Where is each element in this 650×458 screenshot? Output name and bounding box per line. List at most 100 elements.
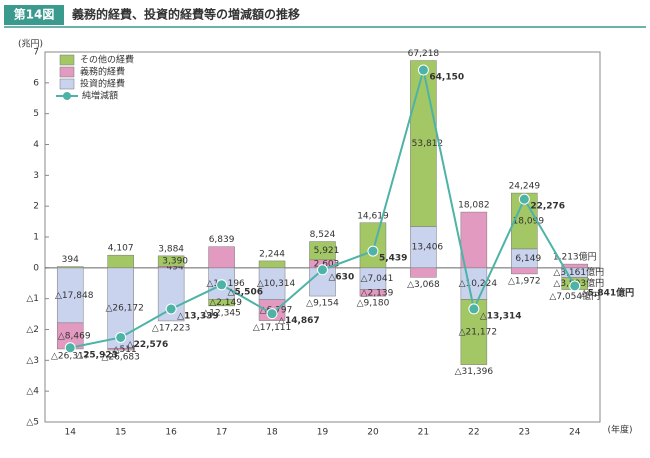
- value-label: △17,223: [152, 323, 190, 333]
- net-point: [367, 245, 379, 257]
- net-label: △630: [329, 272, 355, 282]
- net-point: [165, 303, 177, 315]
- value-label: △17,848: [55, 291, 94, 301]
- y-tick-label: 0: [33, 263, 39, 273]
- value-label: △9,154: [306, 299, 339, 309]
- total-label: △17,111: [253, 323, 291, 333]
- y-tick-label: 2: [33, 202, 39, 212]
- total-label: △12,345: [202, 308, 240, 318]
- y-tick-label: 4: [33, 140, 39, 150]
- bar-segment: [107, 254, 134, 269]
- legend-label: 義務的経費: [80, 66, 125, 78]
- figure-label: 第14図: [14, 7, 55, 22]
- y-tick-label: △4: [26, 387, 39, 397]
- legend-marker: [63, 92, 71, 100]
- x-tick-label: 24: [569, 428, 581, 438]
- value-label: △2,139: [361, 288, 394, 298]
- y-axis-label: (兆円): [18, 39, 43, 50]
- bar-segment: [56, 266, 84, 269]
- value-label: △21,172: [459, 327, 497, 337]
- total-label: △9,180: [357, 299, 390, 309]
- y-tick-label: 5: [33, 109, 39, 119]
- value-label: 2,244: [259, 249, 285, 259]
- bar-segment: [157, 255, 185, 267]
- value-label: 3,390: [162, 257, 188, 267]
- y-tick-label: 7: [33, 48, 39, 58]
- x-tick-label: 23: [519, 428, 530, 438]
- x-tick-label: 21: [418, 428, 429, 438]
- net-label: 5,439: [379, 254, 407, 264]
- y-tick-label: 3: [33, 171, 39, 181]
- bar-segment: [460, 211, 488, 269]
- value-label: △3,068: [407, 280, 440, 290]
- value-label: △2,149: [209, 298, 242, 308]
- net-label: △14,867: [278, 316, 320, 326]
- bar-segment: [410, 60, 437, 227]
- total-label: 3,884: [158, 244, 184, 254]
- total-label: 24,249: [509, 182, 541, 192]
- net-point: [417, 64, 429, 76]
- legend-label: その他の経費: [80, 54, 134, 66]
- value-label: 13,406: [412, 243, 444, 253]
- bar-segment: [157, 267, 185, 322]
- bar-segment: [561, 263, 589, 269]
- value-label: △26,172: [105, 304, 143, 314]
- net-label: △25,923: [76, 350, 118, 360]
- total-label: △26,317: [51, 351, 89, 361]
- value-label: 2,603: [314, 259, 340, 269]
- bar-segment: [107, 348, 134, 351]
- x-tick-label: 17: [216, 428, 227, 438]
- chart-title: 義務的経費、投資的経費等の増減額の推移: [72, 7, 300, 22]
- x-tick-label: 16: [165, 428, 177, 438]
- y-tick-label: △1: [26, 294, 39, 304]
- value-label: △10,224: [459, 279, 498, 289]
- figure-label-box: [4, 5, 64, 25]
- net-point: [468, 303, 480, 315]
- value-label: 18,082: [458, 201, 490, 211]
- total-label: △31,396: [455, 367, 494, 377]
- bar-segment: [410, 267, 437, 278]
- total-label: 8,524: [310, 230, 336, 240]
- value-label: 494: [167, 263, 184, 273]
- bar-segment: [359, 289, 387, 297]
- bar-segment: [460, 267, 488, 300]
- legend-swatch: [59, 54, 75, 66]
- legend-swatch: [59, 78, 75, 90]
- net-label: △22,576: [127, 340, 169, 350]
- x-tick-label: 22: [468, 428, 479, 438]
- value-label: 18,099: [513, 216, 545, 226]
- net-label: △5,506: [228, 287, 263, 297]
- y-tick-label: 1: [33, 233, 39, 243]
- total-label: △7,054億円: [549, 290, 600, 302]
- net-point: [115, 331, 127, 343]
- value-label: △8,469: [58, 331, 91, 341]
- bar-segment: [511, 267, 538, 275]
- x-tick-label: 18: [266, 428, 278, 438]
- value-label: 4,107: [108, 244, 134, 254]
- x-tick-label: 19: [317, 428, 329, 438]
- bar-segment: [208, 246, 235, 269]
- net-label: 64,150: [429, 73, 464, 83]
- x-tick-label: 15: [115, 428, 126, 438]
- y-tick-label: △2: [26, 325, 39, 335]
- value-label: △1,972: [508, 276, 541, 286]
- bar-segment: [107, 267, 134, 349]
- value-label: 5,921: [314, 246, 340, 256]
- value-label: 53,812: [412, 139, 444, 149]
- net-point: [216, 279, 228, 291]
- value-label: △7,041: [361, 274, 394, 284]
- legend-label: 純増減額: [82, 90, 118, 102]
- bar-segment: [56, 267, 84, 324]
- x-tick-label: 14: [65, 428, 77, 438]
- x-tick-label: 20: [367, 428, 379, 438]
- net-point: [518, 193, 530, 205]
- value-label: 1,213億円: [553, 251, 597, 263]
- net-label: △13,339: [177, 311, 219, 321]
- bar-segment: [309, 241, 336, 261]
- value-label: 14,619: [357, 211, 389, 221]
- bar-segment: [410, 226, 437, 269]
- net-point: [266, 308, 278, 320]
- legend-swatch: [59, 66, 75, 78]
- net-point: [64, 342, 76, 354]
